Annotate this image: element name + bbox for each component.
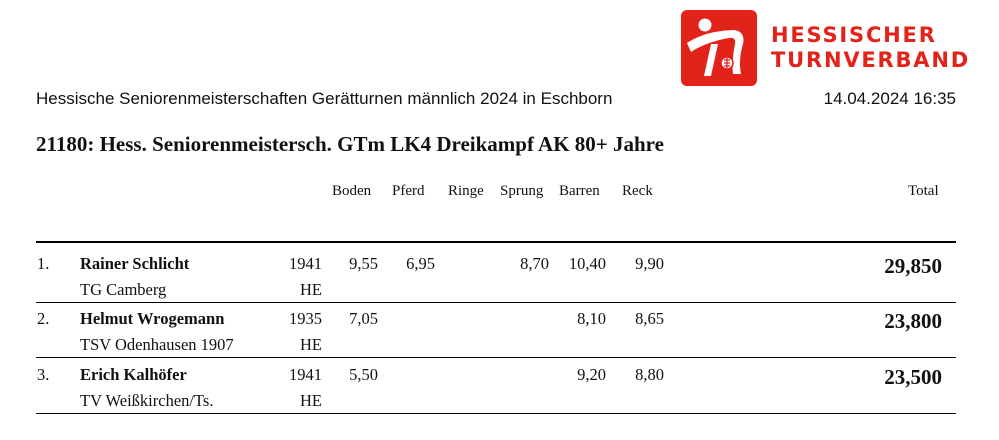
birth-year: 1941 bbox=[289, 254, 322, 273]
score-reck: 9,90 bbox=[635, 254, 664, 273]
athlete-name: Helmut Wrogemann bbox=[80, 309, 225, 328]
state-code: HE bbox=[300, 391, 322, 410]
print-datetime: 14.04.2024 16:35 bbox=[823, 89, 956, 108]
club-name: TV Weißkirchen/Ts. bbox=[80, 391, 214, 410]
score-barren: 8,10 bbox=[577, 309, 606, 328]
column-header-pferd: Pferd bbox=[392, 183, 425, 199]
row-divider bbox=[36, 302, 956, 303]
logo-line-1: HESSISCHER bbox=[771, 23, 937, 47]
rank: 3. bbox=[37, 365, 50, 384]
column-header-reck: Reck bbox=[622, 183, 653, 199]
birth-year: 1935 bbox=[289, 309, 322, 328]
state-code: HE bbox=[300, 280, 322, 299]
athlete-name: Erich Kalhöfer bbox=[80, 365, 187, 384]
birth-year: 1941 bbox=[289, 365, 322, 384]
competition-title: 21180: Hess. Seniorenmeistersch. GTm LK4… bbox=[36, 132, 664, 156]
score-reck: 8,80 bbox=[635, 365, 664, 384]
column-header-ringe: Ringe bbox=[448, 183, 484, 199]
rank: 2. bbox=[37, 309, 50, 328]
score-barren: 10,40 bbox=[568, 254, 606, 273]
score-sprung: 8,70 bbox=[520, 254, 549, 273]
event-title: Hessische Seniorenmeisterschaften Gerätt… bbox=[36, 89, 613, 108]
column-header-boden: Boden bbox=[332, 183, 372, 199]
total-score: 29,850 bbox=[884, 254, 942, 278]
score-boden: 5,50 bbox=[349, 365, 378, 384]
logo-text: HESSISCHER TURNVERBAND bbox=[771, 23, 970, 73]
athlete-name: Rainer Schlicht bbox=[80, 254, 190, 273]
total-score: 23,800 bbox=[884, 309, 942, 333]
logo-line-2: TURNVERBAND bbox=[771, 48, 970, 72]
state-code: HE bbox=[300, 335, 322, 354]
club-name: TG Camberg bbox=[80, 280, 167, 299]
rank: 1. bbox=[37, 254, 50, 273]
score-boden: 7,05 bbox=[349, 309, 378, 328]
total-score: 23,500 bbox=[884, 365, 942, 389]
gymnast-logo-icon bbox=[681, 10, 757, 86]
score-pferd: 6,95 bbox=[406, 254, 435, 273]
row-divider bbox=[36, 413, 956, 414]
header-divider bbox=[36, 241, 956, 243]
score-boden: 9,55 bbox=[349, 254, 378, 273]
row-divider bbox=[36, 357, 956, 358]
club-name: TSV Odenhausen 1907 bbox=[80, 335, 234, 354]
column-header-total: Total bbox=[908, 183, 939, 199]
column-header-sprung: Sprung bbox=[500, 183, 544, 199]
score-reck: 8,65 bbox=[635, 309, 664, 328]
column-header-barren: Barren bbox=[559, 183, 600, 199]
score-barren: 9,20 bbox=[577, 365, 606, 384]
